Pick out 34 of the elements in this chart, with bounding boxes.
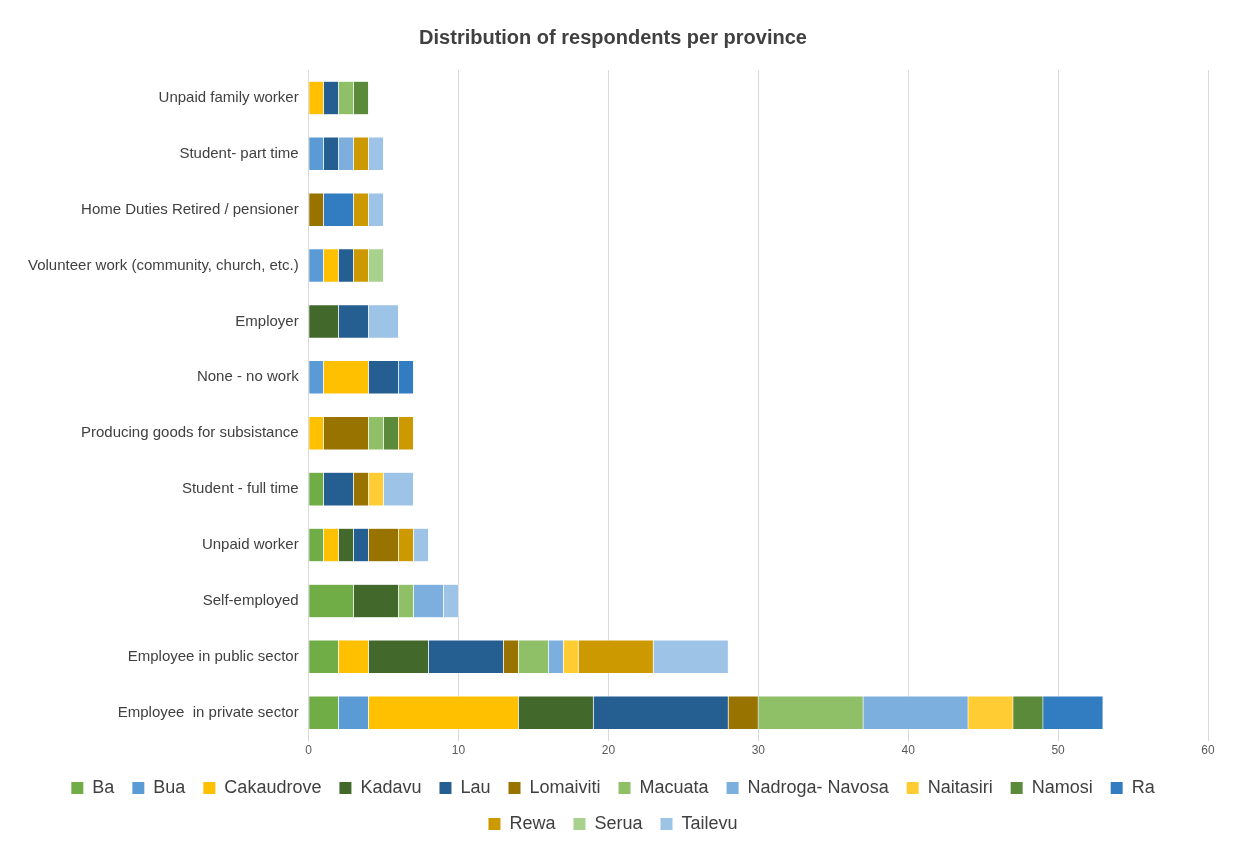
legend-label: Lau bbox=[460, 776, 491, 797]
legend-label: Lomaiviti bbox=[529, 776, 601, 797]
x-tick-label: 0 bbox=[305, 743, 313, 758]
legend-label: Ra bbox=[1131, 776, 1156, 797]
x-tick-label: 30 bbox=[751, 743, 766, 758]
chart-title: Distribution of respondents per province bbox=[419, 25, 807, 48]
y-tick-label: Home Duties Retired / pensioner bbox=[81, 199, 299, 217]
legend-label: Ba bbox=[92, 776, 116, 797]
y-tick-label: Student- part time bbox=[179, 143, 299, 161]
x-tick-label: 40 bbox=[901, 743, 916, 758]
y-tick-label: Employee in private sector bbox=[117, 702, 299, 720]
y-tick-label: Producing goods for subsistance bbox=[81, 423, 299, 441]
y-tick-label: Employee in public sector bbox=[127, 646, 299, 664]
legend-label: Kadavu bbox=[360, 776, 422, 797]
y-tick-label: None - no work bbox=[196, 367, 300, 385]
x-tick-label: 20 bbox=[601, 743, 616, 758]
y-tick-label: Unpaid family worker bbox=[158, 88, 299, 106]
y-tick-label: Self-employed bbox=[202, 591, 299, 609]
legend-label: Cakaudrove bbox=[224, 776, 322, 797]
legend-label: Rewa bbox=[509, 812, 557, 833]
legend-label: Serua bbox=[594, 812, 644, 833]
legend-label: Macuata bbox=[639, 776, 710, 797]
x-tick-label: 60 bbox=[1201, 743, 1215, 758]
y-tick-label: Student - full time bbox=[181, 479, 299, 497]
legend-label: Bua bbox=[153, 776, 187, 797]
x-tick-label: 10 bbox=[451, 743, 466, 758]
y-tick-label: Unpaid worker bbox=[201, 535, 299, 553]
y-tick-label: Employer bbox=[235, 311, 299, 329]
legend-label: Tailevu bbox=[681, 812, 738, 833]
legend-label: Nadroga- Navosa bbox=[747, 776, 890, 797]
legend-label: Naitasiri bbox=[927, 776, 993, 797]
x-tick-label: 50 bbox=[1051, 743, 1066, 758]
legend-label: Namosi bbox=[1031, 776, 1093, 797]
y-tick-label: Volunteer work (community, church, etc.) bbox=[28, 255, 299, 273]
